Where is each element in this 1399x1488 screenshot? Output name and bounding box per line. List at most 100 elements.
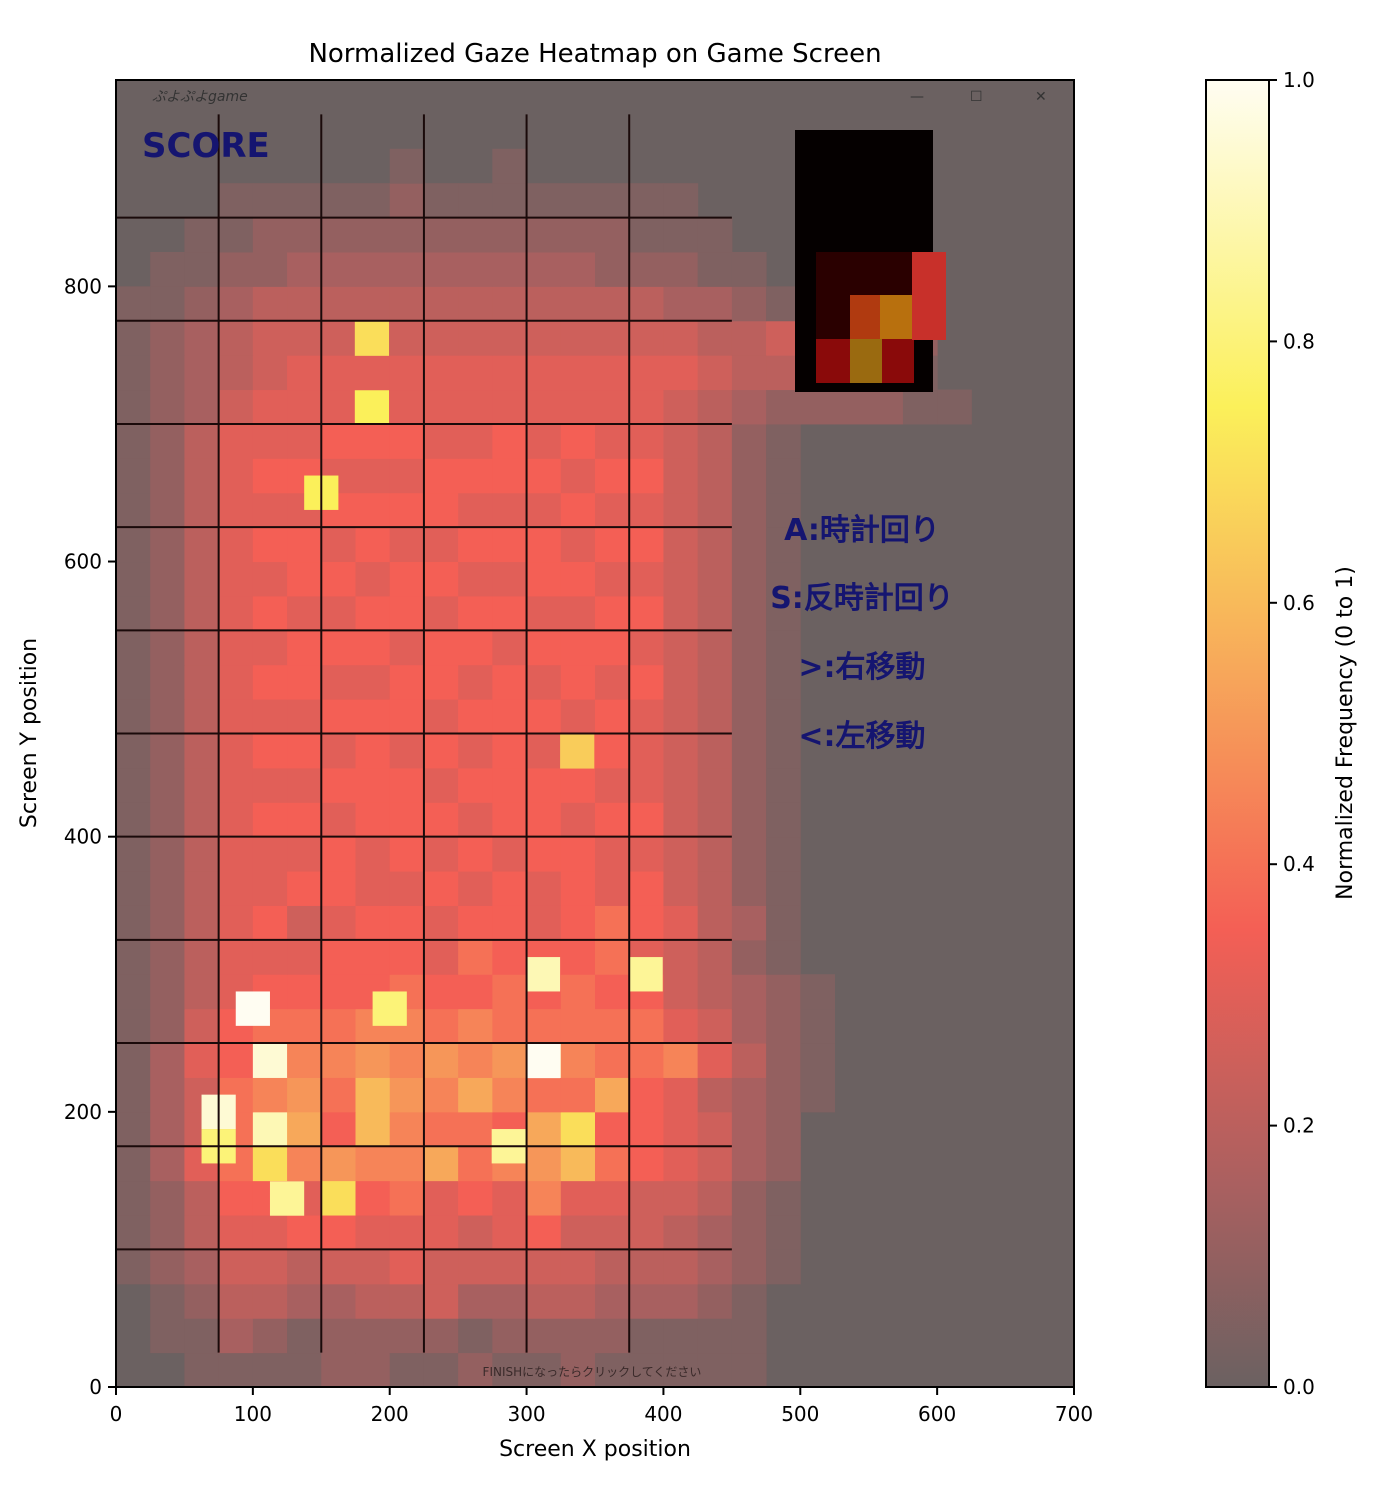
heatmap-cell: [458, 1043, 493, 1078]
heatmap-cell: [287, 423, 322, 459]
heatmap-cell: [731, 733, 767, 769]
heatmap-cell: [184, 1215, 220, 1250]
heatmap-cell: [492, 1077, 528, 1113]
heatmap-cell: [766, 939, 801, 975]
heatmap-cell: [663, 355, 699, 391]
heatmap-cell: [287, 939, 322, 975]
heatmap-hot-cell: [525, 1043, 561, 1079]
heatmap-cell: [697, 939, 733, 975]
heatmap-cell: [389, 595, 425, 631]
heatmap-cell: [595, 1180, 630, 1216]
heatmap-hot-cell: [560, 734, 595, 769]
heatmap-cell: [560, 595, 596, 631]
heatmap-cell: [150, 595, 185, 631]
heatmap-cell: [287, 389, 322, 425]
heatmap-cell: [150, 1043, 185, 1078]
heatmap-cell: [458, 1215, 493, 1250]
heatmap-cell: [663, 1249, 699, 1285]
heatmap-cell: [697, 733, 733, 769]
heatmap-cell: [731, 630, 767, 666]
heatmap-cell: [287, 251, 322, 287]
heatmap-cell: [252, 355, 288, 391]
heatmap-cell: [423, 561, 459, 597]
heatmap-cell: [389, 561, 425, 597]
heatmap-cell: [800, 974, 835, 1010]
heatmap-cell: [595, 905, 630, 941]
heatmap-cell: [629, 836, 664, 872]
heatmap-cell: [184, 1249, 220, 1285]
heatmap-cell: [492, 217, 528, 253]
heatmap-cell: [389, 527, 425, 563]
heatmap-cell: [287, 183, 322, 219]
heatmap-cell: [595, 1283, 630, 1319]
heatmap-cell: [184, 1318, 220, 1354]
heatmap-cell: [252, 527, 288, 563]
heatmap-cell: [423, 527, 459, 563]
heatmap-cell: [595, 320, 630, 356]
heatmap-cell: [731, 458, 767, 494]
heatmap-cell: [560, 217, 596, 253]
window-maximize-button[interactable]: ☐: [970, 89, 983, 105]
heatmap-cell: [184, 1043, 220, 1078]
heatmap-cell: [834, 389, 870, 425]
window-title: ぷよぷよgame: [152, 89, 248, 105]
heatmap-cell: [218, 1318, 254, 1354]
heatmap-cell: [458, 217, 493, 253]
control-counterclockwise: S:反時計回り: [770, 581, 954, 616]
colorbar-tick-label: 1.0: [1283, 68, 1315, 92]
heatmap-cell: [595, 286, 630, 322]
heatmap-cell: [389, 871, 425, 906]
heatmap-cell: [252, 802, 288, 838]
heatmap-cell: [252, 836, 288, 872]
heatmap-cell: [697, 836, 733, 872]
heatmap-cell: [116, 802, 151, 838]
heatmap-cell: [458, 595, 493, 631]
heatmap-cell: [731, 355, 767, 391]
heatmap-cell: [629, 1111, 664, 1147]
heatmap-cell: [355, 217, 391, 253]
heatmap-cell: [252, 1077, 288, 1113]
heatmap-cell: [697, 871, 733, 906]
heatmap-cell: [731, 1008, 767, 1044]
heatmap-cell: [663, 1352, 699, 1388]
heatmap-cell: [560, 389, 596, 425]
heatmap-cell: [492, 1352, 528, 1388]
heatmap-cell: [287, 1215, 322, 1250]
heatmap-cell: [287, 664, 322, 700]
y-tick-label: 400: [64, 825, 102, 849]
heatmap-cell: [116, 355, 151, 391]
heatmap-cell: [560, 664, 596, 700]
heatmap-cell: [184, 217, 220, 253]
heatmap-cell: [252, 183, 288, 219]
heatmap-cell: [697, 527, 733, 563]
heatmap-cell: [252, 905, 288, 941]
heatmap-cell: [252, 871, 288, 906]
heatmap-cell: [389, 183, 425, 219]
heatmap-cell: [389, 836, 425, 872]
window-minimize-button[interactable]: —: [910, 89, 924, 105]
heatmap-cell: [492, 148, 528, 184]
heatmap-cell: [218, 183, 254, 219]
heatmap-cell: [355, 1043, 391, 1078]
heatmap-cell: [492, 492, 528, 528]
heatmap-cell: [595, 458, 630, 494]
heatmap-cell: [937, 389, 972, 425]
heatmap-cell: [629, 1283, 664, 1319]
heatmap-cell: [218, 630, 254, 666]
heatmap-cell: [458, 320, 493, 356]
window-close-button[interactable]: ✕: [1035, 89, 1047, 105]
heatmap-cell: [663, 802, 699, 838]
heatmap-cell: [629, 1249, 664, 1285]
heatmap-cell: [287, 1111, 322, 1147]
heatmap-cell: [560, 355, 596, 391]
heatmap-cell: [218, 1215, 254, 1250]
heatmap-cell: [663, 1215, 699, 1250]
heatmap-cell: [423, 355, 459, 391]
heatmap-cell: [355, 183, 391, 219]
heatmap-cell: [252, 1043, 288, 1078]
heatmap-cell: [355, 1249, 391, 1285]
heatmap-cell: [766, 492, 801, 528]
heatmap-cell: [731, 1077, 767, 1113]
heatmap-cell: [629, 389, 664, 425]
control-move-left: <:左移動: [798, 719, 925, 754]
